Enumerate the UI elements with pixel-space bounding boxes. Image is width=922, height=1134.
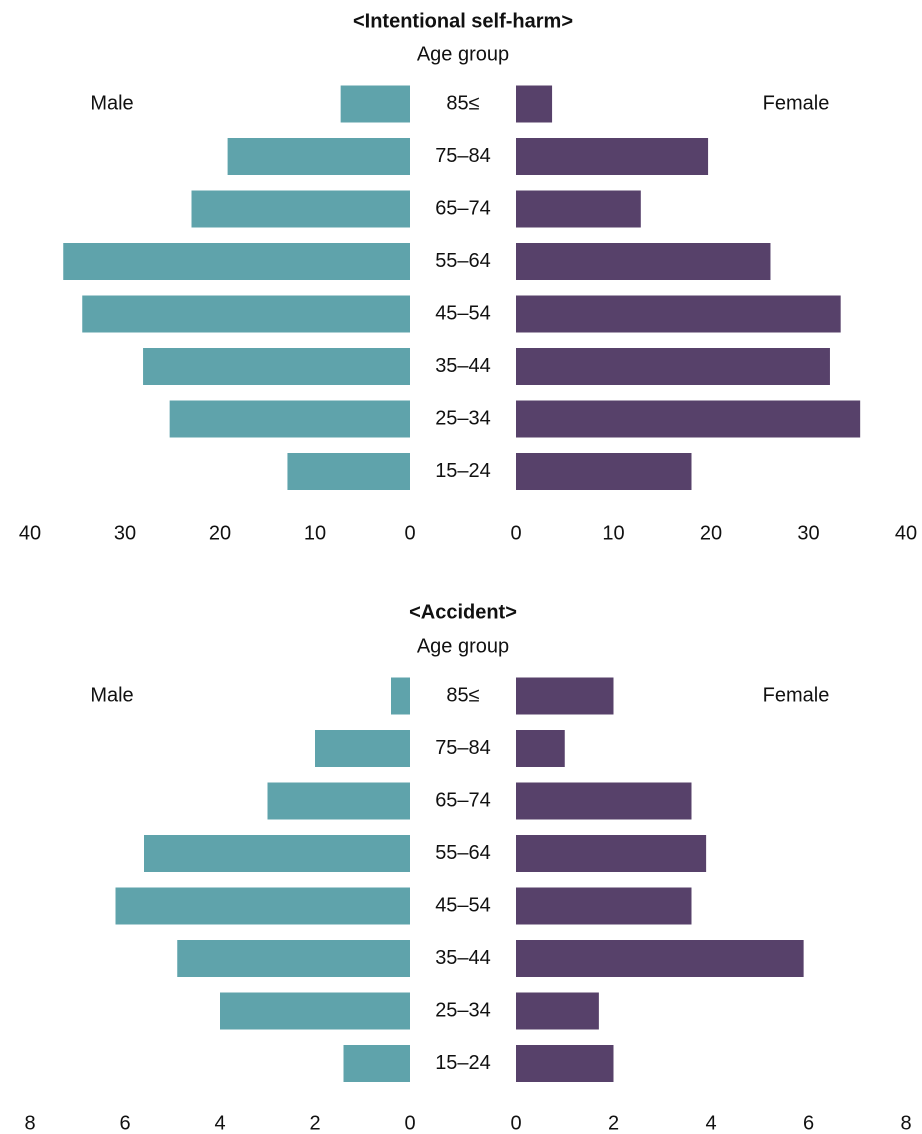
category-label-2: 75–84 — [435, 737, 491, 759]
bar-male-4 — [144, 835, 410, 872]
bar-female-2 — [516, 730, 565, 767]
tick-label-right-1: 0 — [510, 1112, 521, 1134]
tick-label-left-3: 4 — [214, 1112, 225, 1134]
category-label-8: 15–24 — [435, 1052, 491, 1074]
bar-female-7 — [516, 400, 861, 438]
bar-male-6 — [177, 940, 410, 977]
category-label-6: 35–44 — [435, 947, 491, 969]
tick-label-left-4: 6 — [119, 1112, 130, 1134]
bar-female-3 — [516, 782, 692, 820]
tick-label-left-5: 40 — [19, 522, 41, 544]
tick-label-right-5: 8 — [900, 1112, 911, 1134]
category-label-3: 65–74 — [435, 789, 491, 811]
bar-male-5 — [115, 887, 410, 925]
tick-label-right-3: 20 — [700, 522, 722, 544]
bar-male-3 — [191, 190, 410, 228]
bar-male-2 — [315, 730, 410, 767]
category-label-2: 75–84 — [435, 145, 491, 167]
category-label-7: 25–34 — [435, 407, 491, 429]
bar-male-1 — [391, 677, 410, 715]
bar-male-8 — [343, 1045, 410, 1082]
category-label-4: 55–64 — [435, 842, 491, 864]
bar-female-5 — [516, 887, 692, 925]
tick-label-left-2: 2 — [309, 1112, 320, 1134]
bar-female-1 — [516, 677, 614, 715]
chart-title: <Accident> — [409, 601, 517, 623]
bar-female-6 — [516, 348, 830, 385]
tick-label-left-1: 0 — [404, 1112, 415, 1134]
bar-female-4 — [516, 835, 707, 872]
category-label-5: 45–54 — [435, 894, 491, 916]
bar-male-5 — [82, 295, 410, 333]
tick-label-left-1: 0 — [404, 522, 415, 544]
category-label-8: 15–24 — [435, 460, 491, 482]
category-label-3: 65–74 — [435, 197, 491, 219]
tick-label-left-4: 30 — [114, 522, 136, 544]
tick-label-right-2: 2 — [608, 1112, 619, 1134]
bar-male-6 — [143, 348, 411, 385]
bar-female-5 — [516, 295, 841, 333]
chart-panel-1: <Intentional self-harm> Age group Male Fema… — [19, 10, 917, 544]
chart-title: <Intentional self-harm> — [353, 10, 573, 32]
tick-label-left-2: 10 — [304, 522, 326, 544]
tick-label-left-3: 20 — [209, 522, 231, 544]
category-label-7: 25–34 — [435, 999, 491, 1021]
bar-male-7 — [169, 400, 410, 438]
tick-label-right-5: 40 — [895, 522, 917, 544]
category-label-4: 55–64 — [435, 250, 491, 272]
bar-male-2 — [227, 138, 410, 175]
tick-label-right-1: 0 — [510, 522, 521, 544]
axis-title-age-group: Age group — [417, 43, 509, 65]
tick-label-right-3: 4 — [705, 1112, 716, 1134]
bar-female-7 — [516, 992, 599, 1030]
chart-panel-2: <Accident> Age group Male Female 85≤ 75–84 65–… — [24, 601, 911, 1134]
bar-female-8 — [516, 1045, 614, 1082]
tick-label-right-4: 30 — [797, 522, 819, 544]
category-label-1: 85≤ — [446, 684, 479, 706]
bar-male-7 — [220, 992, 410, 1030]
side-label-male: Male — [90, 92, 133, 114]
bar-male-8 — [287, 453, 410, 490]
category-label-6: 35–44 — [435, 355, 491, 377]
bar-male-1 — [340, 85, 410, 123]
side-label-male: Male — [90, 684, 133, 706]
bar-male-4 — [63, 243, 410, 280]
side-label-female: Female — [763, 92, 830, 114]
bar-female-4 — [516, 243, 771, 280]
bar-male-3 — [267, 782, 410, 820]
axis-title-age-group: Age group — [417, 635, 509, 657]
category-label-1: 85≤ — [446, 92, 479, 114]
bar-female-2 — [516, 138, 709, 175]
bar-female-6 — [516, 940, 804, 977]
bar-female-1 — [516, 85, 553, 123]
tick-label-right-4: 6 — [803, 1112, 814, 1134]
category-label-5: 45–54 — [435, 302, 491, 324]
side-label-female: Female — [763, 684, 830, 706]
tick-label-right-2: 10 — [602, 522, 624, 544]
bar-female-3 — [516, 190, 641, 228]
bar-female-8 — [516, 453, 692, 490]
tick-label-left-5: 8 — [24, 1112, 35, 1134]
